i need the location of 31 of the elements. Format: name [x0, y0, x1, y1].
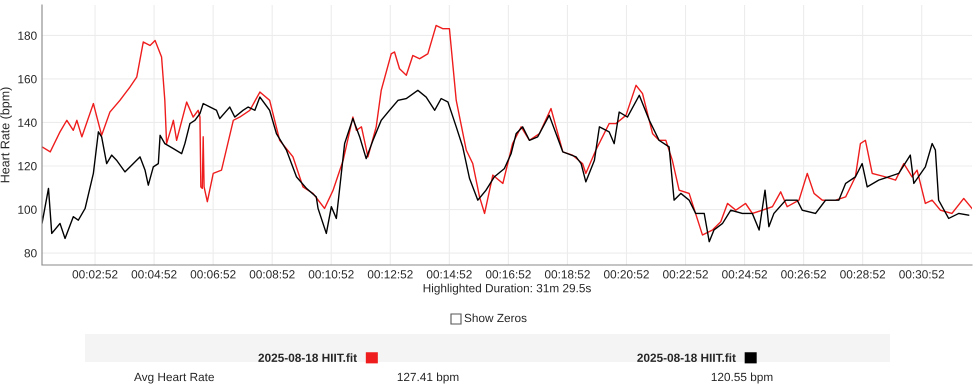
line-series — [42, 24, 972, 236]
x-tick-label: 00:04:52 — [132, 270, 176, 279]
x-axis-title: Highlighted Duration: 31m 29.5s — [424, 284, 591, 295]
line-series — [42, 90, 970, 242]
x-tick-label: 00:22:52 — [663, 270, 708, 279]
y-tick-label: 120 — [18, 162, 37, 170]
text: Show Zeros — [464, 313, 527, 322]
x-tick-label: 00:18:52 — [544, 270, 590, 279]
text: Avg Heart Rate — [134, 372, 214, 384]
x-tick-label: 00:28:52 — [840, 270, 886, 279]
y-tick-label: 140 — [18, 118, 37, 127]
x-tick-label: 00:26:52 — [781, 270, 826, 279]
text: 120.55 bpm — [712, 372, 772, 384]
x-tick-label: 00:02:52 — [72, 270, 118, 279]
text: 127.41 bpm — [398, 372, 458, 384]
x-tick-label: 00:30:52 — [899, 270, 944, 279]
x-tick-label: 00:12:52 — [368, 270, 413, 279]
x-tick-label: 00:08:52 — [250, 270, 295, 279]
y-tick-label: 100 — [18, 206, 37, 214]
y-tick-label: 180 — [18, 31, 37, 40]
x-tick-label: 00:10:52 — [308, 270, 354, 279]
y-tick-label: 160 — [18, 75, 37, 84]
legend-label: 2025-08-18 HIIT.fit — [637, 353, 736, 362]
y-axis-title: Heart Rate (bpm) — [0, 87, 12, 182]
x-tick-label: 00:16:52 — [486, 270, 531, 279]
x-tick-label: 00:20:52 — [604, 270, 649, 279]
y-tick-label: 80 — [24, 249, 37, 258]
legend-label: 2025-08-18 HIIT.fit — [258, 353, 357, 362]
x-tick-label: 00:06:52 — [190, 270, 236, 279]
x-tick-label: 00:24:52 — [722, 270, 767, 279]
x-tick-label: 00:14:52 — [426, 270, 472, 279]
